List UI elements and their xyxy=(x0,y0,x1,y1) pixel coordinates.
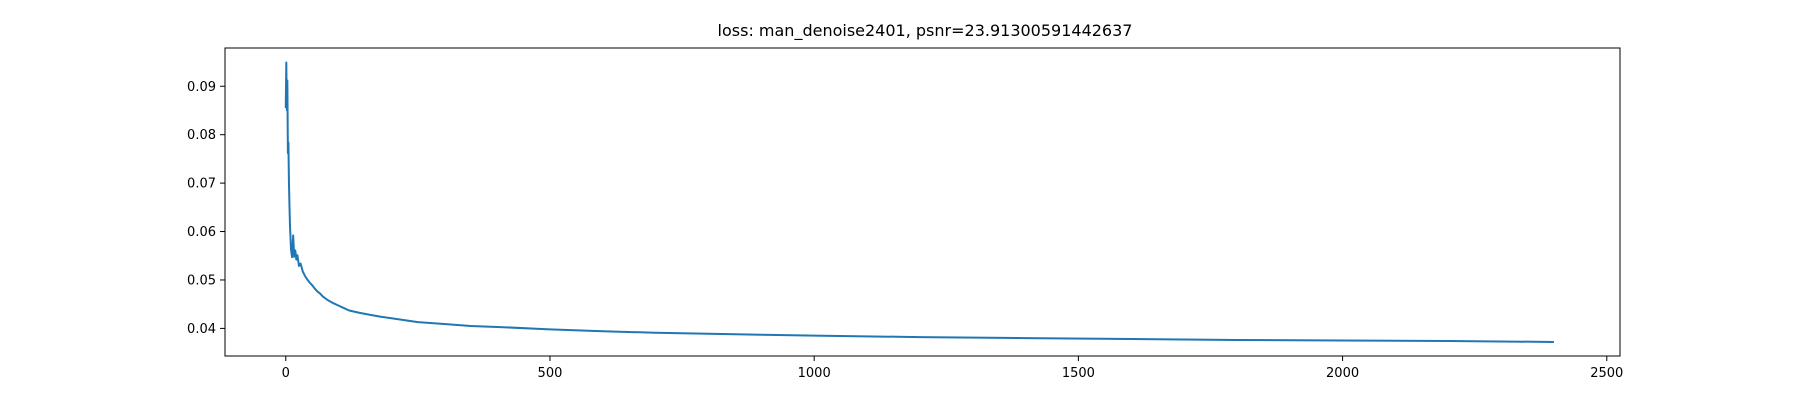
x-tick-label: 2000 xyxy=(1326,366,1359,381)
x-tick-label: 1500 xyxy=(1062,366,1095,381)
loss-series-line-0 xyxy=(284,61,1554,343)
x-tick-label: 1000 xyxy=(798,366,831,381)
y-tick-label: 0.05 xyxy=(187,273,216,288)
y-tick-label: 0.06 xyxy=(187,225,216,240)
x-tick-label: 0 xyxy=(282,366,290,381)
x-tick-label: 2500 xyxy=(1590,366,1623,381)
y-tick-label: 0.07 xyxy=(187,177,216,192)
y-tick-label: 0.08 xyxy=(187,128,216,143)
y-axis: 0.04 0.05 0.06 0.07 0.08 0.09 xyxy=(187,80,225,337)
x-tick-label: 500 xyxy=(538,366,563,381)
y-tick-label: 0.04 xyxy=(187,322,216,337)
y-tick-label: 0.09 xyxy=(187,80,216,95)
chart-title: loss: man_denoise2401, psnr=23.913005914… xyxy=(718,21,1133,41)
plot-frame xyxy=(224,47,1621,357)
plot-series xyxy=(284,61,1554,343)
x-axis: 0 500 1000 1500 2000 2500 xyxy=(282,356,1623,381)
